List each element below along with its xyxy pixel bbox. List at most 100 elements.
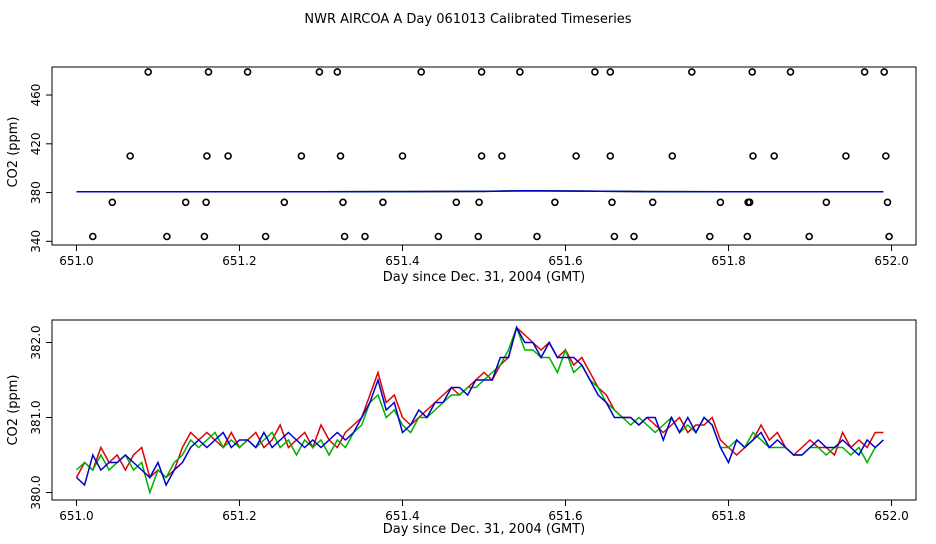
series-line-green: [75, 325, 884, 495]
x-tick-label: 652.0: [874, 509, 908, 523]
x-tick-label: 651.0: [59, 509, 93, 523]
x-ticks: 651.0 651.2 651.4 651.6 651.8 652.0: [59, 245, 909, 268]
data-point: [452, 198, 461, 207]
series-lines: [75, 325, 884, 495]
x-tick-label: 651.6: [548, 254, 582, 268]
data-points: [89, 68, 893, 241]
x-tick-label: 651.4: [385, 509, 419, 523]
y-axis-label: CO2 (ppm): [6, 116, 21, 187]
data-point: [379, 198, 387, 207]
data-point: [610, 232, 619, 241]
y-tick-label: 460: [29, 84, 43, 107]
data-point: [474, 232, 483, 241]
data-point: [261, 232, 270, 241]
data-point: [551, 198, 559, 207]
data-point: [860, 68, 869, 76]
y-axis-label: CO2 (ppm): [6, 374, 21, 445]
x-tick-label: 651.8: [711, 509, 745, 523]
data-point: [202, 198, 210, 207]
data-point: [243, 68, 252, 76]
data-point: [668, 152, 677, 160]
data-point: [315, 68, 324, 76]
series-line-blue: [76, 189, 884, 193]
data-point: [336, 152, 345, 160]
plot-frame: [51, 319, 917, 501]
y-tick-label: 420: [29, 132, 43, 155]
data-point: [339, 198, 347, 207]
y-tick-label: 380.0: [29, 475, 43, 509]
data-point: [606, 152, 615, 160]
plot-frame: [51, 66, 917, 246]
data-point: [333, 68, 342, 76]
x-tick-label: 651.4: [385, 254, 419, 268]
data-point: [842, 152, 850, 160]
data-point: [749, 152, 757, 160]
data-point: [361, 232, 369, 241]
x-ticks: 651.0 651.2 651.4 651.6 651.8 652.0: [59, 500, 909, 523]
data-point: [477, 68, 486, 76]
data-point: [805, 232, 814, 241]
y-tick-label: 382.0: [29, 325, 43, 359]
data-point: [606, 68, 615, 76]
data-point: [881, 152, 890, 160]
data-point: [280, 198, 289, 207]
data-point: [108, 198, 117, 207]
data-point: [200, 232, 209, 241]
data-point: [417, 68, 426, 76]
data-point: [89, 232, 97, 241]
series-lines: [76, 189, 884, 193]
data-point: [885, 232, 893, 241]
y-tick-label: 340: [29, 230, 43, 253]
data-point: [687, 68, 696, 76]
data-point: [883, 198, 892, 207]
series-line-red: [75, 326, 884, 479]
data-point: [748, 68, 757, 76]
x-tick-label: 651.6: [548, 509, 582, 523]
data-point: [224, 152, 232, 160]
x-axis-label: Day since Dec. 31, 2004 (GMT): [383, 270, 586, 285]
data-point: [144, 68, 152, 76]
data-point: [743, 232, 752, 241]
y-tick-label: 380: [29, 181, 43, 204]
x-axis-label: Day since Dec. 31, 2004 (GMT): [383, 522, 586, 537]
y-ticks: 340 380 420 460: [29, 84, 52, 253]
data-point: [648, 198, 657, 207]
data-point: [203, 152, 211, 160]
data-point: [716, 198, 725, 207]
y-tick-label: 381.0: [29, 400, 43, 434]
data-point: [786, 68, 795, 76]
data-point: [434, 232, 443, 241]
y-ticks: 380.0 381.0 382.0: [29, 325, 52, 510]
figure-title: NWR AIRCOA A Day 061013 Calibrated Times…: [304, 12, 631, 27]
data-point: [204, 68, 213, 76]
data-point: [181, 198, 190, 207]
data-point: [533, 232, 541, 241]
data-point: [630, 232, 638, 241]
x-tick-label: 651.2: [222, 509, 256, 523]
data-point: [516, 68, 524, 76]
data-point: [822, 198, 831, 207]
data-point: [608, 198, 616, 207]
data-point: [745, 198, 754, 207]
x-tick-label: 651.0: [59, 254, 93, 268]
data-point: [340, 232, 349, 241]
data-point: [297, 152, 306, 160]
data-point: [572, 152, 580, 160]
data-point: [398, 152, 407, 160]
data-point: [880, 68, 889, 76]
data-point: [770, 152, 779, 160]
data-point: [163, 232, 171, 241]
data-point: [498, 152, 506, 160]
data-point: [126, 152, 134, 160]
x-tick-label: 651.2: [222, 254, 256, 268]
data-point: [705, 232, 714, 241]
series-line-blue: [75, 325, 884, 487]
scatter-panel: Day since Dec. 31, 2004 (GMT) CO2 (ppm) …: [6, 66, 917, 285]
x-tick-label: 652.0: [874, 254, 908, 268]
data-point: [477, 152, 486, 160]
data-point: [475, 198, 483, 207]
data-point: [591, 68, 599, 76]
x-tick-label: 651.8: [711, 254, 745, 268]
